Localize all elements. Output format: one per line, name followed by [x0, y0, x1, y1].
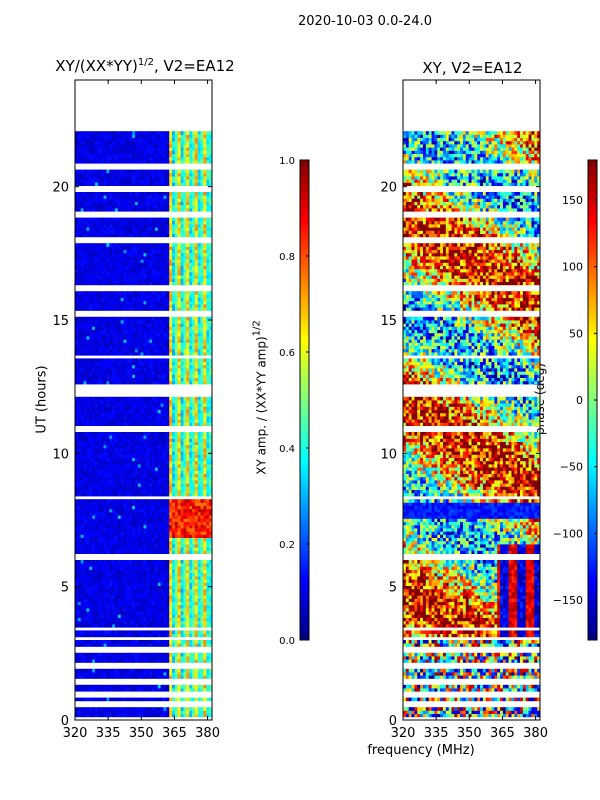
plot2-xtick-label: 365	[490, 726, 515, 741]
colorbar1-frame	[299, 159, 310, 641]
plot1-xtick-label: 380	[195, 726, 220, 741]
plot1-ytick-label: 5	[61, 581, 69, 596]
colorbar2-tick-label: 150	[562, 194, 583, 207]
plot1-heatmap	[75, 131, 213, 718]
colorbar1-tick-label: 1.0	[279, 156, 295, 167]
plot1-xtick-label: 320	[63, 726, 88, 741]
plot2-heatmap	[403, 131, 541, 718]
plot1-ytick-label: 15	[52, 314, 69, 329]
plot1-title-text: XY/(XX*YY)	[55, 57, 138, 75]
plot2-ytick-label: 0	[389, 714, 397, 729]
colorbar1-gradient	[300, 160, 309, 641]
colorbar1-tick-label: 0.6	[279, 348, 295, 359]
plot1-title-suffix: , V2=EA12	[153, 57, 235, 75]
plot2-xtick-label: 335	[424, 726, 449, 741]
plot2-ytick-label: 20	[380, 181, 397, 196]
plot1-ytick-label: 0	[61, 714, 69, 729]
colorbar2-tick-label: −150	[553, 594, 583, 607]
plot2-xtick-label: 380	[523, 726, 548, 741]
figure-title: 2020-10-03 0.0-24.0	[298, 14, 432, 29]
colorbar2-tick-label: 0	[576, 394, 583, 407]
plot1-ytick-label: 10	[52, 447, 69, 462]
plot1-title-sup: 1/2	[137, 57, 154, 68]
plot1-ytick-label: 20	[52, 181, 69, 196]
colorbar2-tick-label: 50	[569, 327, 583, 340]
colorbar2-gradient	[588, 160, 597, 641]
colorbar1-tick-label: 0.0	[279, 636, 295, 647]
x-axis-label: frequency (MHz)	[367, 743, 475, 758]
plot1-title: XY/(XX*YY)1/2, V2=EA12	[30, 57, 260, 75]
colorbar1-tick-label: 0.4	[279, 444, 295, 455]
plot2-xtick-label: 350	[457, 726, 482, 741]
plot1-axes-frame	[74, 79, 213, 721]
plot1-xtick-label: 365	[162, 726, 187, 741]
plot2-axes-frame	[402, 79, 541, 721]
plot2-xtick-label: 320	[391, 726, 416, 741]
plot2-ytick-label: 5	[389, 581, 397, 596]
colorbar2-tick-label: 100	[562, 261, 583, 274]
colorbar1-tick-label: 0.8	[279, 252, 295, 263]
colorbar1-tick-label: 0.2	[279, 540, 295, 551]
plot2-ytick-label: 15	[380, 314, 397, 329]
plot2-ytick-label: 10	[380, 447, 397, 462]
colorbar2-tick-label: −100	[553, 527, 583, 540]
plot1-xtick-label: 335	[96, 726, 121, 741]
colorbar2-tick-label: −50	[560, 461, 583, 474]
plot1-xtick-label: 350	[129, 726, 154, 741]
plot2-title: XY, V2=EA12	[422, 59, 523, 77]
